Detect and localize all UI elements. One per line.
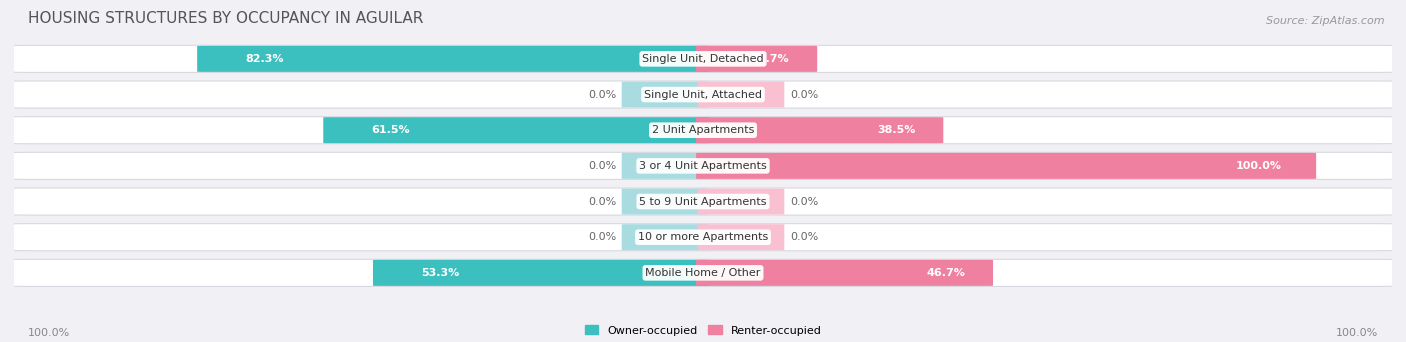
Text: 0.0%: 0.0% xyxy=(588,161,616,171)
Text: 2 Unit Apartments: 2 Unit Apartments xyxy=(652,125,754,135)
FancyBboxPatch shape xyxy=(696,153,1316,179)
FancyBboxPatch shape xyxy=(11,224,1395,251)
Text: 46.7%: 46.7% xyxy=(927,268,966,278)
Text: 0.0%: 0.0% xyxy=(790,232,818,242)
FancyBboxPatch shape xyxy=(197,46,710,72)
FancyBboxPatch shape xyxy=(11,259,1395,286)
FancyBboxPatch shape xyxy=(697,188,785,214)
FancyBboxPatch shape xyxy=(373,260,710,286)
FancyBboxPatch shape xyxy=(11,45,1395,73)
Text: 82.3%: 82.3% xyxy=(246,54,284,64)
FancyBboxPatch shape xyxy=(11,81,1395,108)
Text: 53.3%: 53.3% xyxy=(422,268,460,278)
Text: Single Unit, Attached: Single Unit, Attached xyxy=(644,90,762,100)
Text: 0.0%: 0.0% xyxy=(588,232,616,242)
FancyBboxPatch shape xyxy=(621,153,709,179)
Text: 0.0%: 0.0% xyxy=(790,90,818,100)
FancyBboxPatch shape xyxy=(697,81,785,107)
Text: 10 or more Apartments: 10 or more Apartments xyxy=(638,232,768,242)
Legend: Owner-occupied, Renter-occupied: Owner-occupied, Renter-occupied xyxy=(581,321,825,340)
Text: 5 to 9 Unit Apartments: 5 to 9 Unit Apartments xyxy=(640,197,766,207)
FancyBboxPatch shape xyxy=(11,117,1395,144)
FancyBboxPatch shape xyxy=(696,260,993,286)
Text: 0.0%: 0.0% xyxy=(588,90,616,100)
Text: Mobile Home / Other: Mobile Home / Other xyxy=(645,268,761,278)
Text: 0.0%: 0.0% xyxy=(588,197,616,207)
Text: Single Unit, Detached: Single Unit, Detached xyxy=(643,54,763,64)
Text: 3 or 4 Unit Apartments: 3 or 4 Unit Apartments xyxy=(640,161,766,171)
Text: 17.7%: 17.7% xyxy=(751,54,790,64)
FancyBboxPatch shape xyxy=(696,117,943,143)
FancyBboxPatch shape xyxy=(621,81,709,107)
FancyBboxPatch shape xyxy=(621,188,709,214)
FancyBboxPatch shape xyxy=(697,224,785,250)
Text: 0.0%: 0.0% xyxy=(790,197,818,207)
Text: 38.5%: 38.5% xyxy=(877,125,915,135)
Text: 61.5%: 61.5% xyxy=(371,125,411,135)
FancyBboxPatch shape xyxy=(696,46,817,72)
FancyBboxPatch shape xyxy=(323,117,710,143)
FancyBboxPatch shape xyxy=(11,152,1395,180)
FancyBboxPatch shape xyxy=(11,188,1395,215)
Text: Source: ZipAtlas.com: Source: ZipAtlas.com xyxy=(1267,16,1385,26)
FancyBboxPatch shape xyxy=(621,224,709,250)
Text: 100.0%: 100.0% xyxy=(28,328,70,338)
Text: 100.0%: 100.0% xyxy=(1236,161,1282,171)
Text: HOUSING STRUCTURES BY OCCUPANCY IN AGUILAR: HOUSING STRUCTURES BY OCCUPANCY IN AGUIL… xyxy=(28,11,423,26)
Text: 100.0%: 100.0% xyxy=(1336,328,1378,338)
